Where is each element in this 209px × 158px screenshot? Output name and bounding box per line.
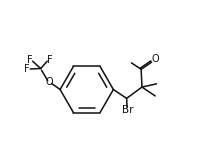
Text: Br: Br xyxy=(122,106,133,115)
Text: F: F xyxy=(27,55,33,65)
Text: F: F xyxy=(24,64,30,74)
Text: F: F xyxy=(47,55,52,65)
Text: O: O xyxy=(46,77,54,87)
Text: O: O xyxy=(152,55,159,64)
